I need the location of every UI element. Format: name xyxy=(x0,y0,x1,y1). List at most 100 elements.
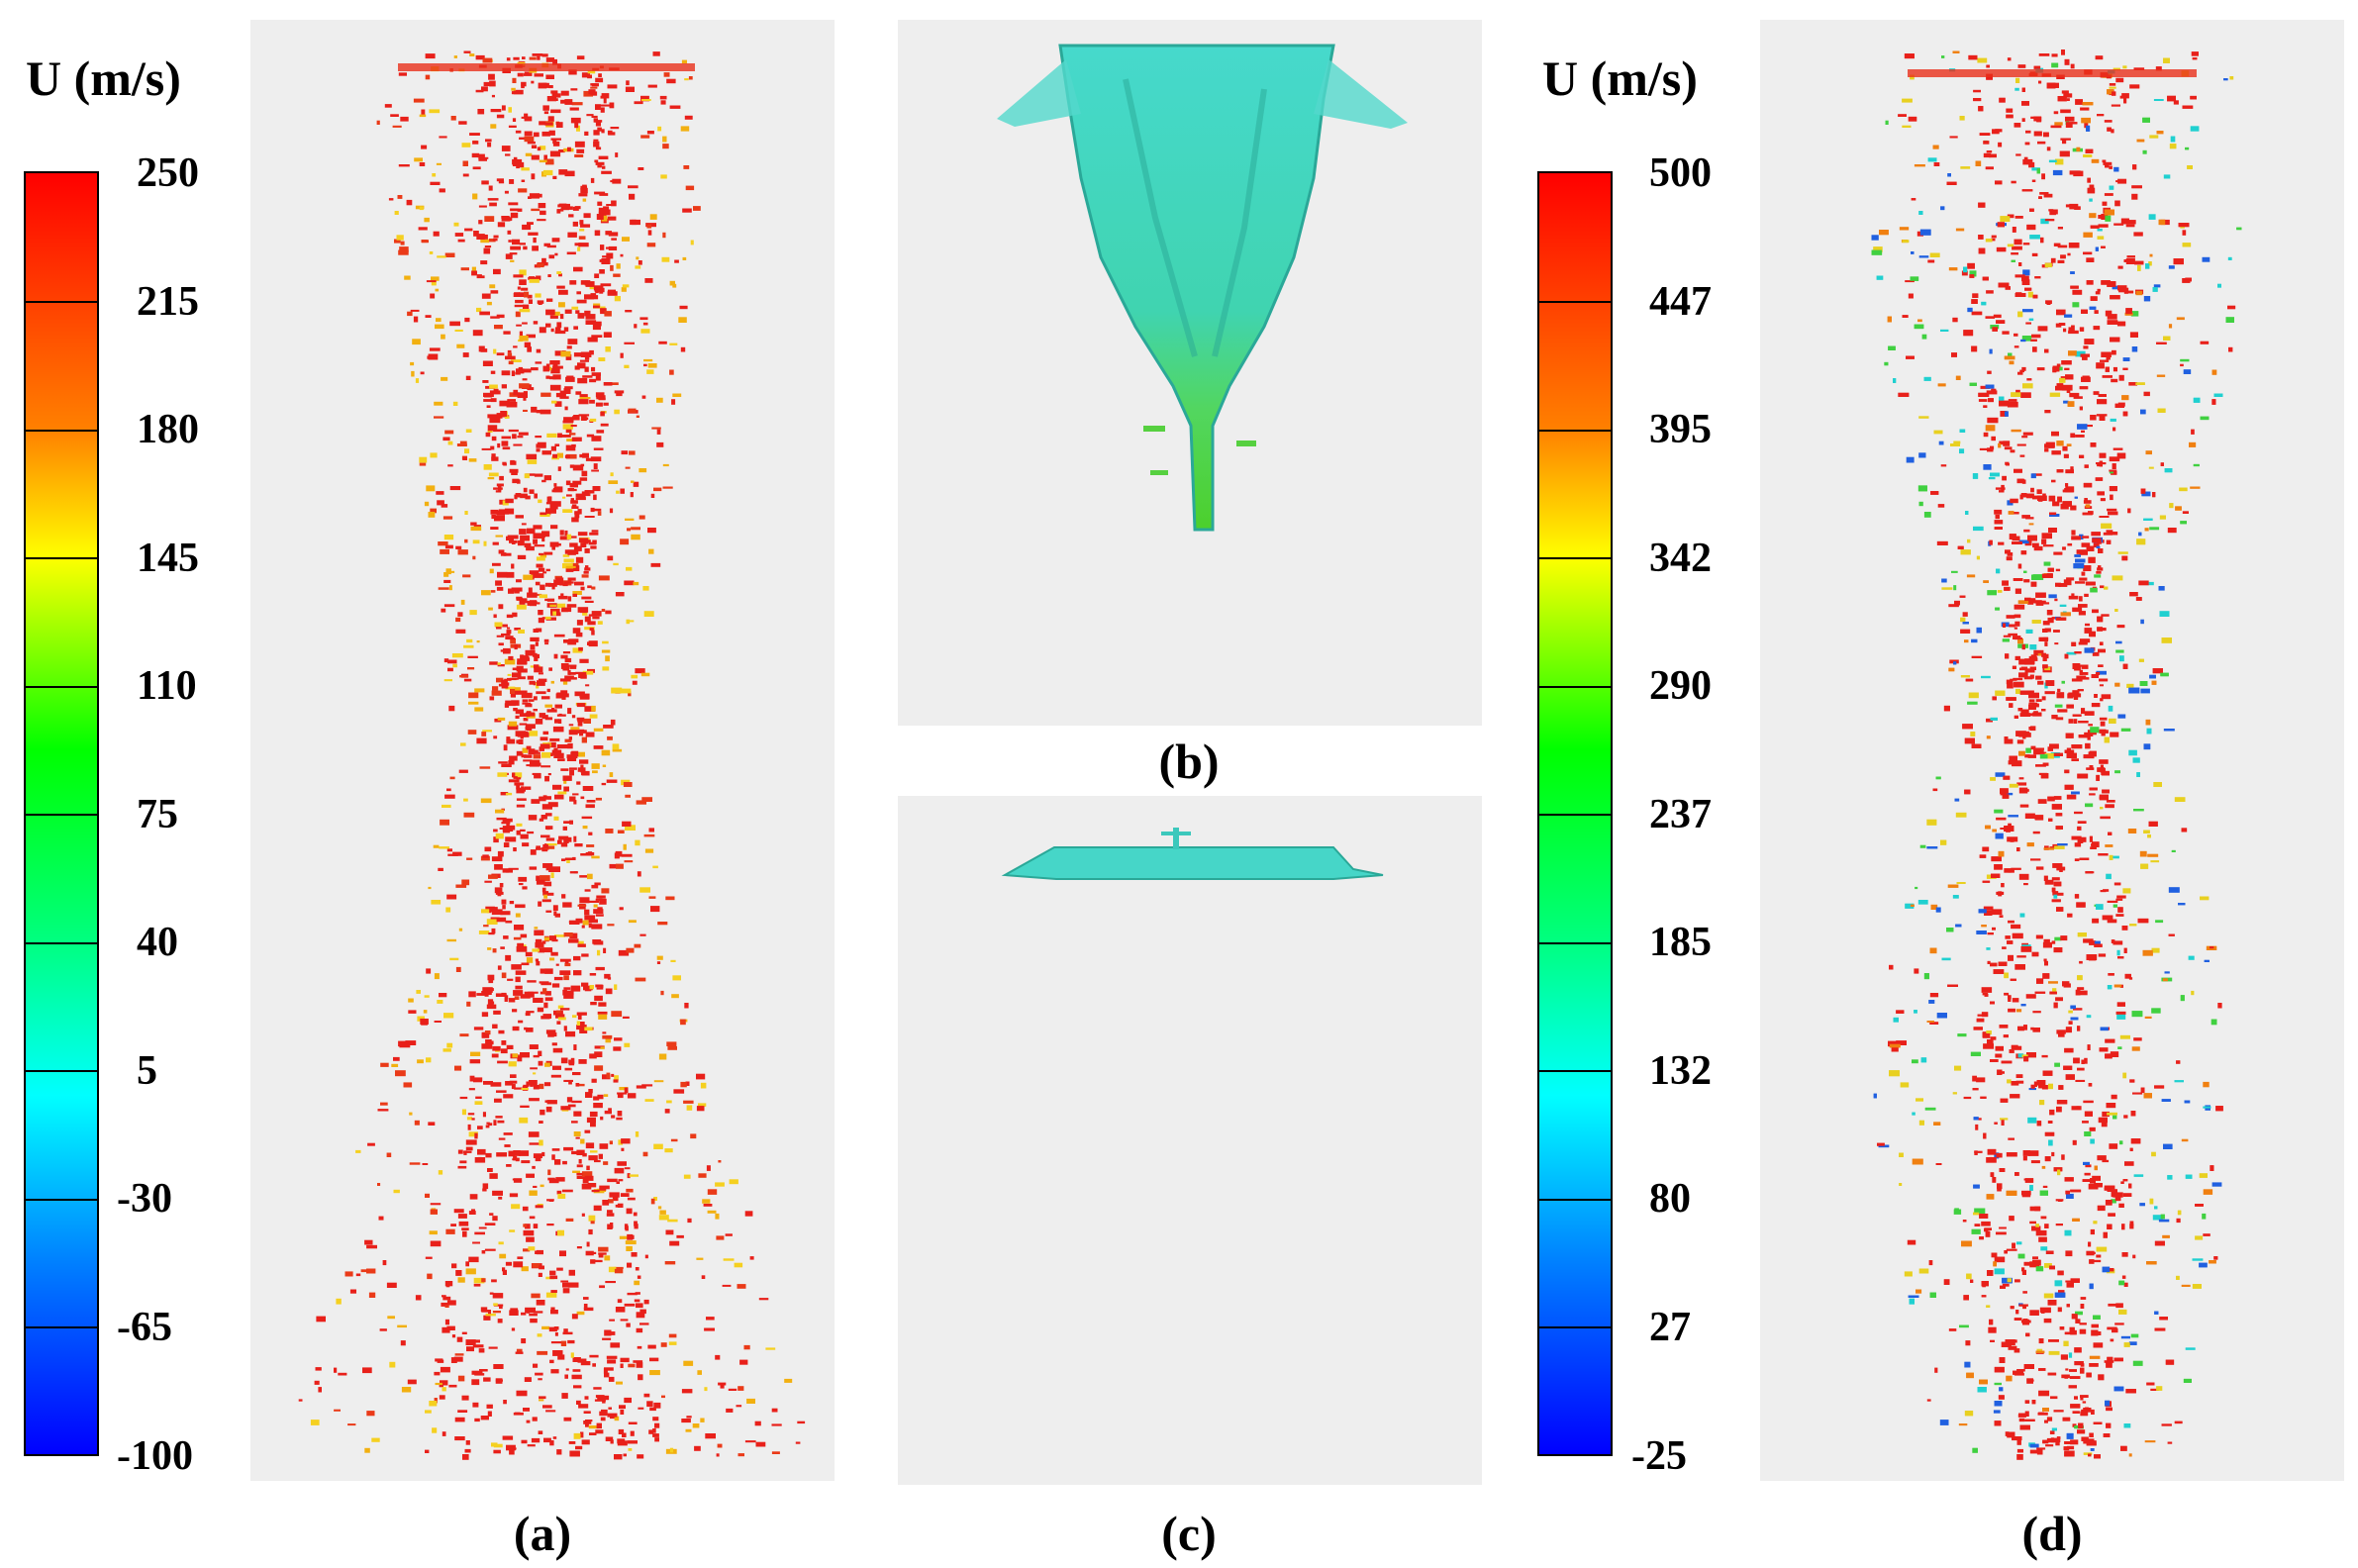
particle xyxy=(607,1359,617,1364)
particle xyxy=(557,433,562,439)
particle xyxy=(549,1440,554,1446)
particle xyxy=(608,232,619,237)
particle xyxy=(620,352,624,358)
particle xyxy=(419,206,424,211)
particle xyxy=(618,949,630,956)
particle xyxy=(2107,1326,2117,1330)
particle xyxy=(2121,93,2129,99)
particle xyxy=(464,1448,471,1453)
particle xyxy=(2067,913,2073,918)
particle xyxy=(1981,987,1993,993)
particle xyxy=(539,146,546,150)
particle xyxy=(715,1213,720,1220)
particle xyxy=(2065,469,2074,474)
particle xyxy=(504,416,510,419)
particle xyxy=(538,302,542,305)
particle xyxy=(1878,1144,1890,1148)
particle xyxy=(639,933,646,936)
particle xyxy=(599,193,609,196)
particle xyxy=(1902,240,1910,244)
particle xyxy=(646,224,652,229)
particle xyxy=(602,1074,611,1080)
particle xyxy=(540,968,545,974)
particle xyxy=(466,1346,474,1352)
particle xyxy=(550,1290,557,1293)
particle xyxy=(2202,256,2211,262)
particle xyxy=(508,588,515,594)
particle xyxy=(545,502,555,505)
particle xyxy=(2033,545,2043,551)
particle xyxy=(2114,403,2124,408)
particle xyxy=(503,647,511,654)
particle xyxy=(510,208,520,212)
particle xyxy=(591,1078,597,1083)
particle xyxy=(469,1059,481,1064)
particle xyxy=(705,1433,716,1439)
particle xyxy=(495,535,503,538)
particle xyxy=(485,432,491,438)
particle xyxy=(641,395,646,399)
particle xyxy=(1975,1124,1979,1130)
particle xyxy=(2038,1368,2046,1371)
particle xyxy=(489,417,501,424)
particle xyxy=(580,767,586,773)
particle xyxy=(1982,1031,1987,1037)
particle xyxy=(516,604,527,610)
particle xyxy=(1994,864,2003,870)
particle xyxy=(610,127,620,130)
particle xyxy=(2002,331,2010,335)
particle xyxy=(522,378,528,381)
particle xyxy=(569,932,578,939)
particle xyxy=(2111,1199,2116,1204)
particle xyxy=(582,198,587,202)
particle xyxy=(577,904,587,907)
particle xyxy=(2052,863,2063,868)
particle xyxy=(489,1292,494,1295)
particle xyxy=(509,1449,515,1455)
particle xyxy=(602,1031,607,1034)
particle xyxy=(487,1411,492,1417)
particle xyxy=(696,1106,705,1112)
particle xyxy=(440,819,449,826)
particle xyxy=(620,1319,629,1322)
particle xyxy=(553,579,561,586)
particle xyxy=(593,130,600,136)
particle xyxy=(2106,800,2115,803)
particle xyxy=(551,1148,560,1151)
particle xyxy=(610,1342,621,1348)
particle xyxy=(627,1292,638,1296)
particle xyxy=(584,310,591,317)
particle xyxy=(2090,587,2098,593)
particle xyxy=(530,637,540,641)
particle xyxy=(468,692,479,699)
particle xyxy=(493,429,504,433)
particle xyxy=(2045,1250,2054,1254)
particle xyxy=(2074,842,2082,847)
particle xyxy=(397,1324,407,1328)
particle xyxy=(2103,1231,2108,1238)
particle xyxy=(471,1118,475,1121)
particle xyxy=(570,425,577,428)
particle xyxy=(1972,1075,1977,1082)
particle xyxy=(2148,261,2152,266)
particle xyxy=(528,232,539,236)
particle xyxy=(448,1384,457,1388)
particle xyxy=(537,1350,548,1355)
particle xyxy=(2163,1143,2173,1149)
particle xyxy=(2049,743,2059,749)
particle xyxy=(559,396,569,399)
particle xyxy=(481,1278,486,1283)
particle xyxy=(511,370,516,376)
particle xyxy=(2021,336,2032,342)
particle xyxy=(542,988,547,994)
particle xyxy=(526,1173,535,1178)
particle xyxy=(2036,1121,2042,1127)
particle xyxy=(706,1165,711,1171)
particle xyxy=(578,1159,582,1164)
particle xyxy=(2135,290,2143,296)
particle xyxy=(581,1439,590,1445)
particle xyxy=(2132,757,2140,763)
particle xyxy=(531,406,538,413)
particle xyxy=(503,842,510,847)
particle xyxy=(490,370,496,374)
